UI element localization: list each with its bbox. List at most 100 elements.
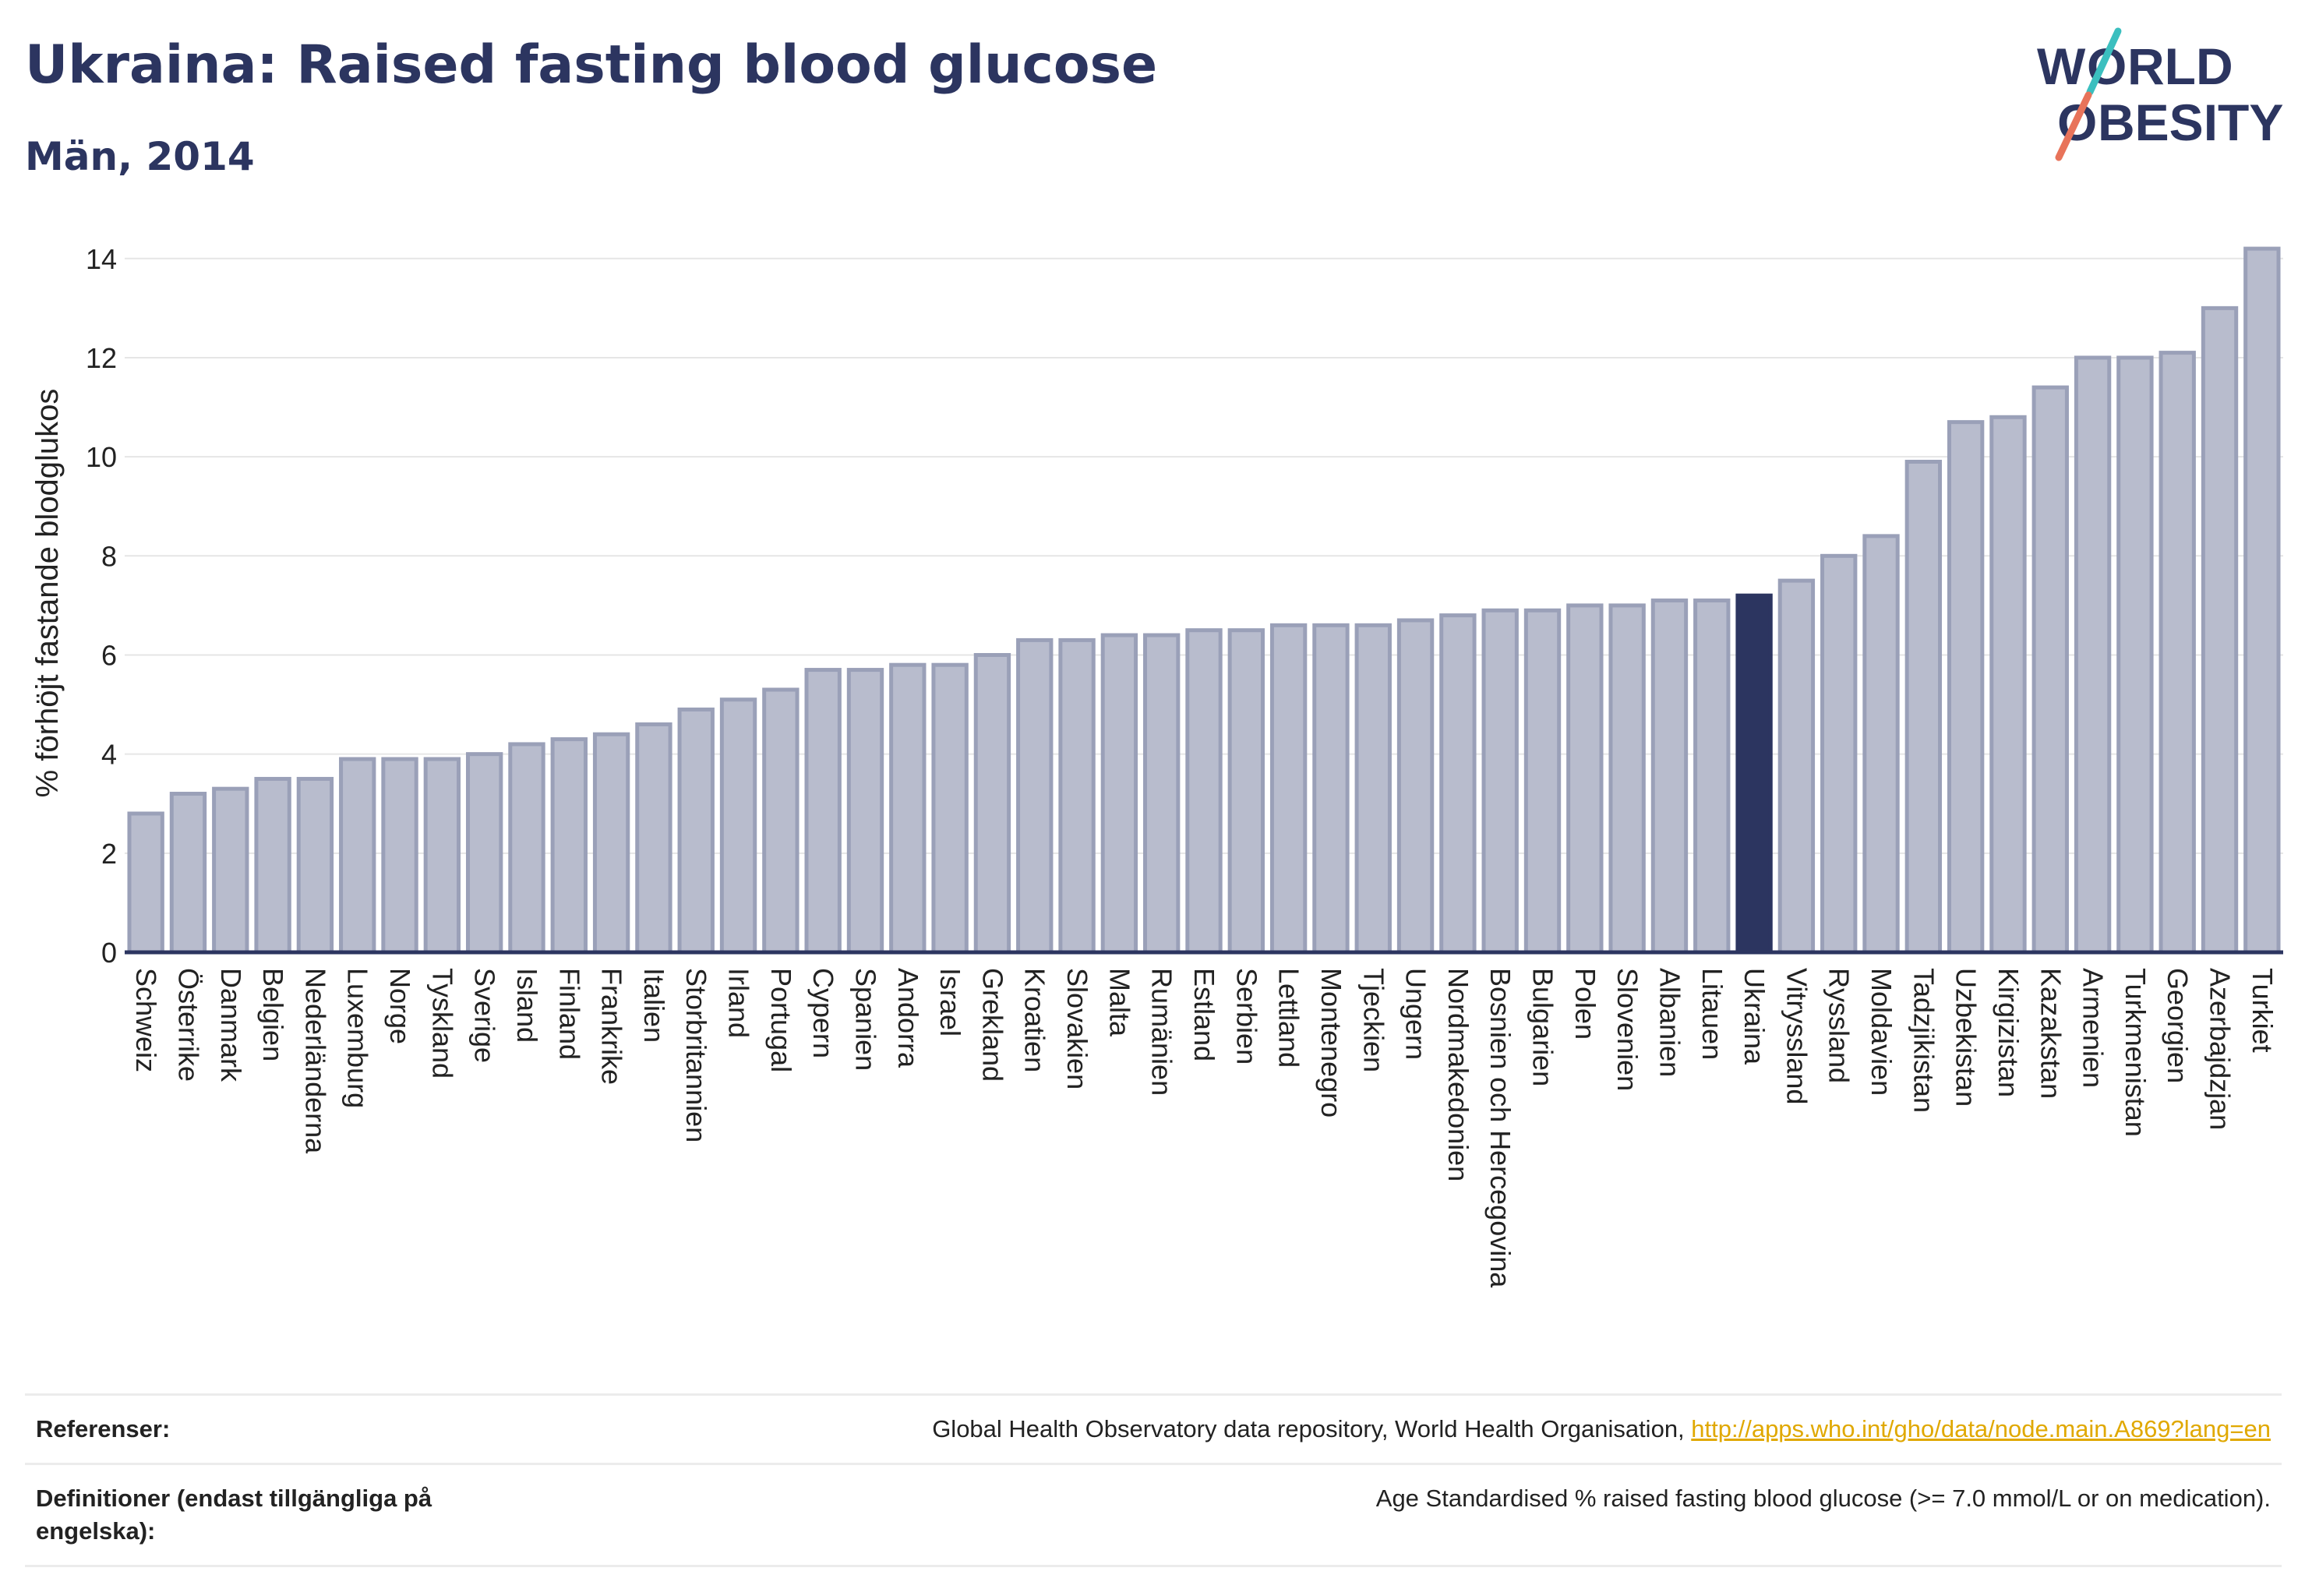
bar <box>677 707 715 955</box>
bar <box>1312 623 1350 955</box>
bar <box>1735 593 1773 955</box>
bar <box>2201 305 2239 955</box>
x-tick-label: Uzbekistan <box>1950 968 1982 1107</box>
x-tick-label: Nederländerna <box>299 968 331 1154</box>
references-value: Global Health Observatory data repositor… <box>932 1413 2271 1446</box>
y-tick-label: 14 <box>86 243 117 275</box>
svg-text:W: W <box>2037 37 2086 95</box>
references-label: Referenser: <box>36 1415 171 1442</box>
bar <box>1566 603 1604 955</box>
x-tick-label: Vitryssland <box>1781 968 1813 1104</box>
x-tick-label: Island <box>511 968 543 1043</box>
x-tick-label: Litauen <box>1696 968 1728 1060</box>
x-tick-label: Ukraina <box>1738 968 1770 1065</box>
bar <box>2116 355 2154 955</box>
x-tick-label: Malta <box>1103 968 1135 1037</box>
bar <box>1439 613 1477 955</box>
svg-text:BESITY: BESITY <box>2098 94 2283 151</box>
bar <box>127 811 164 955</box>
definitions-row: Definitioner (endast tillgängliga på eng… <box>25 1463 2282 1567</box>
x-tick-label: Montenegro <box>1315 968 1347 1118</box>
x-tick-label: Azerbajdzjan <box>2204 968 2236 1130</box>
x-tick-label: Israel <box>934 968 966 1036</box>
x-tick-label: Danmark <box>215 968 247 1082</box>
bar <box>1100 633 1138 955</box>
svg-text:RLD: RLD <box>2127 37 2233 95</box>
y-tick-label: 8 <box>101 540 117 572</box>
bar <box>1016 637 1054 955</box>
bar <box>1820 553 1858 955</box>
bar <box>1354 623 1392 955</box>
y-tick-label: 4 <box>101 739 117 771</box>
bar <box>381 757 418 955</box>
bar <box>1227 628 1265 955</box>
x-tick-label: Turkmenistan <box>2120 968 2151 1137</box>
bar <box>2074 355 2112 955</box>
bar <box>931 662 969 955</box>
bar <box>465 752 503 955</box>
world-obesity-logo: W O RLD O BESITY <box>2037 27 2283 161</box>
bar <box>1143 633 1181 955</box>
bar <box>1523 608 1562 955</box>
bar <box>1693 598 1731 955</box>
bar <box>1608 603 1646 955</box>
footer: Referenser: Global Health Observatory da… <box>25 1393 2282 1567</box>
y-tick-label: 0 <box>101 937 117 969</box>
x-tick-label: Bulgarien <box>1527 968 1559 1086</box>
bar <box>1904 459 1943 955</box>
x-tick-label: Rumänien <box>1146 968 1178 1096</box>
bar <box>508 742 545 955</box>
x-tick-label: Finland <box>553 968 585 1060</box>
x-tick-label: Bosnien och Hercegovina <box>1484 968 1516 1288</box>
definitions-value: Age Standardised % raised fasting blood … <box>1375 1485 2271 1512</box>
x-tick-label: Tjeckien <box>1357 968 1389 1072</box>
bar <box>846 668 884 955</box>
bar <box>762 687 800 955</box>
x-tick-label: Sverige <box>469 968 501 1063</box>
y-axis-title: % förhöjt fastande blodglukos <box>30 389 65 798</box>
bar <box>423 757 461 955</box>
x-tick-label: Ungern <box>1400 968 1432 1060</box>
x-tick-label: Estland <box>1188 968 1220 1061</box>
x-tick-label: Luxemburg <box>342 968 374 1108</box>
x-tick-label: Österrike <box>172 968 204 1082</box>
bar <box>1185 628 1223 955</box>
x-tick-label: Lettland <box>1273 968 1305 1068</box>
x-tick-label: Cypern <box>807 968 839 1058</box>
x-tick-label: Portugal <box>765 968 797 1072</box>
bar <box>254 776 291 955</box>
x-tick-label: Nordmakedonien <box>1442 968 1474 1181</box>
bar <box>635 722 672 955</box>
x-tick-label: Belgien <box>257 968 289 1061</box>
x-tick-label: Frankrike <box>596 968 628 1085</box>
x-tick-label: Norge <box>384 968 416 1044</box>
references-row: Referenser: Global Health Observatory da… <box>25 1393 2282 1463</box>
bar <box>1947 420 1985 955</box>
bar <box>804 668 842 955</box>
bar <box>212 786 249 955</box>
bar <box>592 732 630 955</box>
references-link[interactable]: http://apps.who.int/gho/data/node.main.A… <box>1691 1415 2271 1442</box>
bar <box>719 697 757 955</box>
bar <box>2031 385 2069 955</box>
x-tick-label: Storbritannien <box>680 968 712 1142</box>
bar <box>973 652 1011 955</box>
bar-chart: 0 2 4 6 8 10 12 14 % förhöjt fastande blodglukos… <box>30 243 2283 1288</box>
x-tick-label: Spanien <box>849 968 881 1071</box>
x-tick-label: Georgien <box>2162 968 2194 1083</box>
references-text: Global Health Observatory data repositor… <box>932 1415 1692 1442</box>
bar <box>2243 246 2281 955</box>
x-tick-label: Schweiz <box>130 968 162 1072</box>
x-tick-label: Kroatien <box>1019 968 1051 1072</box>
x-tick-label: Albanien <box>1654 968 1686 1077</box>
bar <box>889 662 927 955</box>
bar <box>550 737 588 955</box>
y-tick-label: 10 <box>86 441 117 473</box>
y-tick-label: 2 <box>101 838 117 870</box>
x-tick-label: Grekland <box>976 968 1008 1082</box>
x-tick-label: Polen <box>1569 968 1601 1040</box>
y-tick-label: 12 <box>86 342 117 374</box>
page-subtitle: Män, 2014 <box>25 134 255 179</box>
bar <box>1396 618 1435 955</box>
bar <box>296 776 334 955</box>
